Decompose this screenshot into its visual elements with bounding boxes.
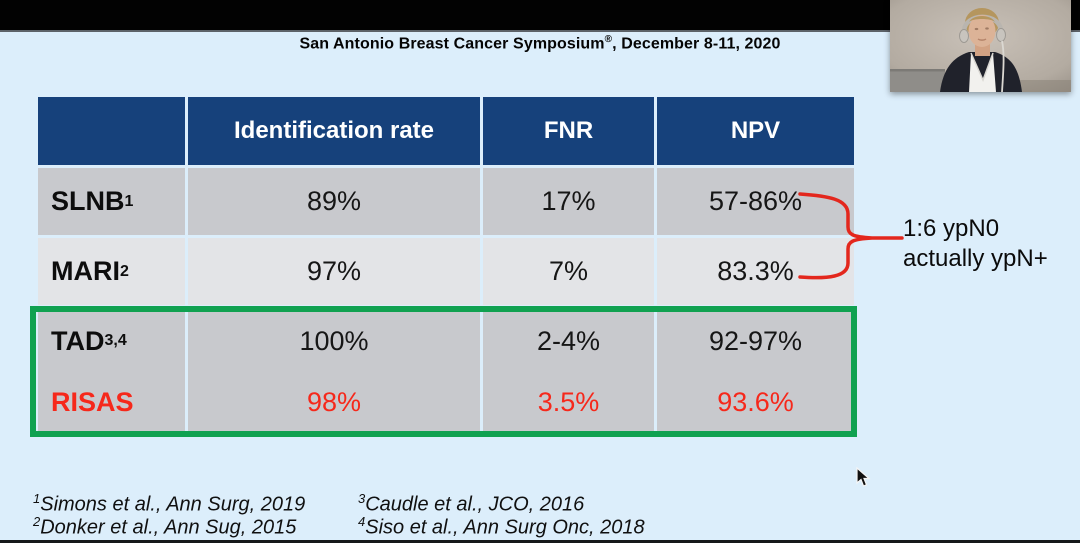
presenter-face — [968, 15, 996, 47]
footnote-3: 3Caudle et al., JCO, 2016 — [358, 491, 585, 516]
footnote-2: 2Donker et al., Ann Sug, 2015 — [33, 514, 297, 539]
annotation-ypn0: 1:6 ypN0 actually ypN+ — [903, 214, 1048, 274]
mari-fnr: 7% — [483, 238, 654, 305]
table-row-slnb: SLNB 1 89% 17% 57-86% — [38, 168, 854, 235]
green-highlight-box — [30, 306, 857, 437]
table-rows-tad-risas: TAD 3,4 100% 2-4% 92-97% RISAS 98% 3.5% 9… — [38, 310, 854, 432]
annotation-line1: 1:6 ypN0 — [903, 215, 1000, 242]
tad-fnr: 2-4% — [483, 310, 654, 372]
slnb-identification-rate: 89% — [188, 168, 480, 235]
tad-identification-rate: 100% — [188, 310, 480, 372]
mari-identification-rate: 97% — [188, 238, 480, 305]
table-row-mari: MARI 2 97% 7% 83.3% — [38, 238, 854, 305]
slide-title-date: , December 8-11, 2020 — [612, 35, 781, 53]
presenter-blouse — [969, 53, 996, 92]
row-label-risas: RISAS — [38, 372, 185, 432]
row-label-slnb: SLNB 1 — [38, 168, 185, 235]
presenter-eye-left — [974, 27, 979, 31]
slide-title: San Antonio Breast Cancer Symposium®, De… — [0, 34, 1080, 53]
table-header-row: Identification rate FNR NPV — [38, 97, 854, 165]
mari-npv: 83.3% — [657, 238, 854, 305]
footnote-1: 1Simons et al., Ann Surg, 2019 — [33, 491, 306, 516]
registered-mark: ® — [604, 34, 613, 45]
presenter-eye-right — [985, 27, 989, 30]
presenter-webcam-video[interactable] — [890, 0, 1071, 92]
slnb-npv: 57-86% — [657, 168, 854, 235]
annotation-line2: actually ypN+ — [903, 245, 1048, 272]
risas-identification-rate: 98% — [188, 372, 480, 432]
red-brace-icon — [798, 192, 904, 280]
headphone-earcup-left-icon — [959, 29, 969, 43]
presenter-illustration — [890, 0, 1071, 92]
column-header-npv: NPV — [657, 97, 854, 165]
risas-fnr: 3.5% — [483, 372, 654, 432]
column-header-fnr: FNR — [483, 97, 654, 165]
headphone-earcup-right-icon — [996, 28, 1006, 42]
row-label-mari: MARI 2 — [38, 238, 185, 305]
risas-npv: 93.6% — [657, 372, 854, 432]
row-label-tad: TAD 3,4 — [38, 310, 185, 372]
mouse-cursor-icon — [856, 467, 871, 487]
slide-title-main: San Antonio Breast Cancer Symposium — [299, 35, 605, 53]
presenter-blazer — [940, 52, 1022, 92]
tad-npv: 92-97% — [657, 310, 854, 372]
slnb-fnr: 17% — [483, 168, 654, 235]
headphone-cable — [1001, 40, 1005, 92]
column-header-identification-rate: Identification rate — [188, 97, 480, 165]
bottom-letterbox-bar — [0, 540, 1080, 543]
presenter-mouth — [977, 38, 987, 41]
footnote-4: 4Siso et al., Ann Surg Onc, 2018 — [358, 514, 645, 539]
couch — [890, 70, 945, 92]
table-corner-cell — [38, 97, 185, 165]
